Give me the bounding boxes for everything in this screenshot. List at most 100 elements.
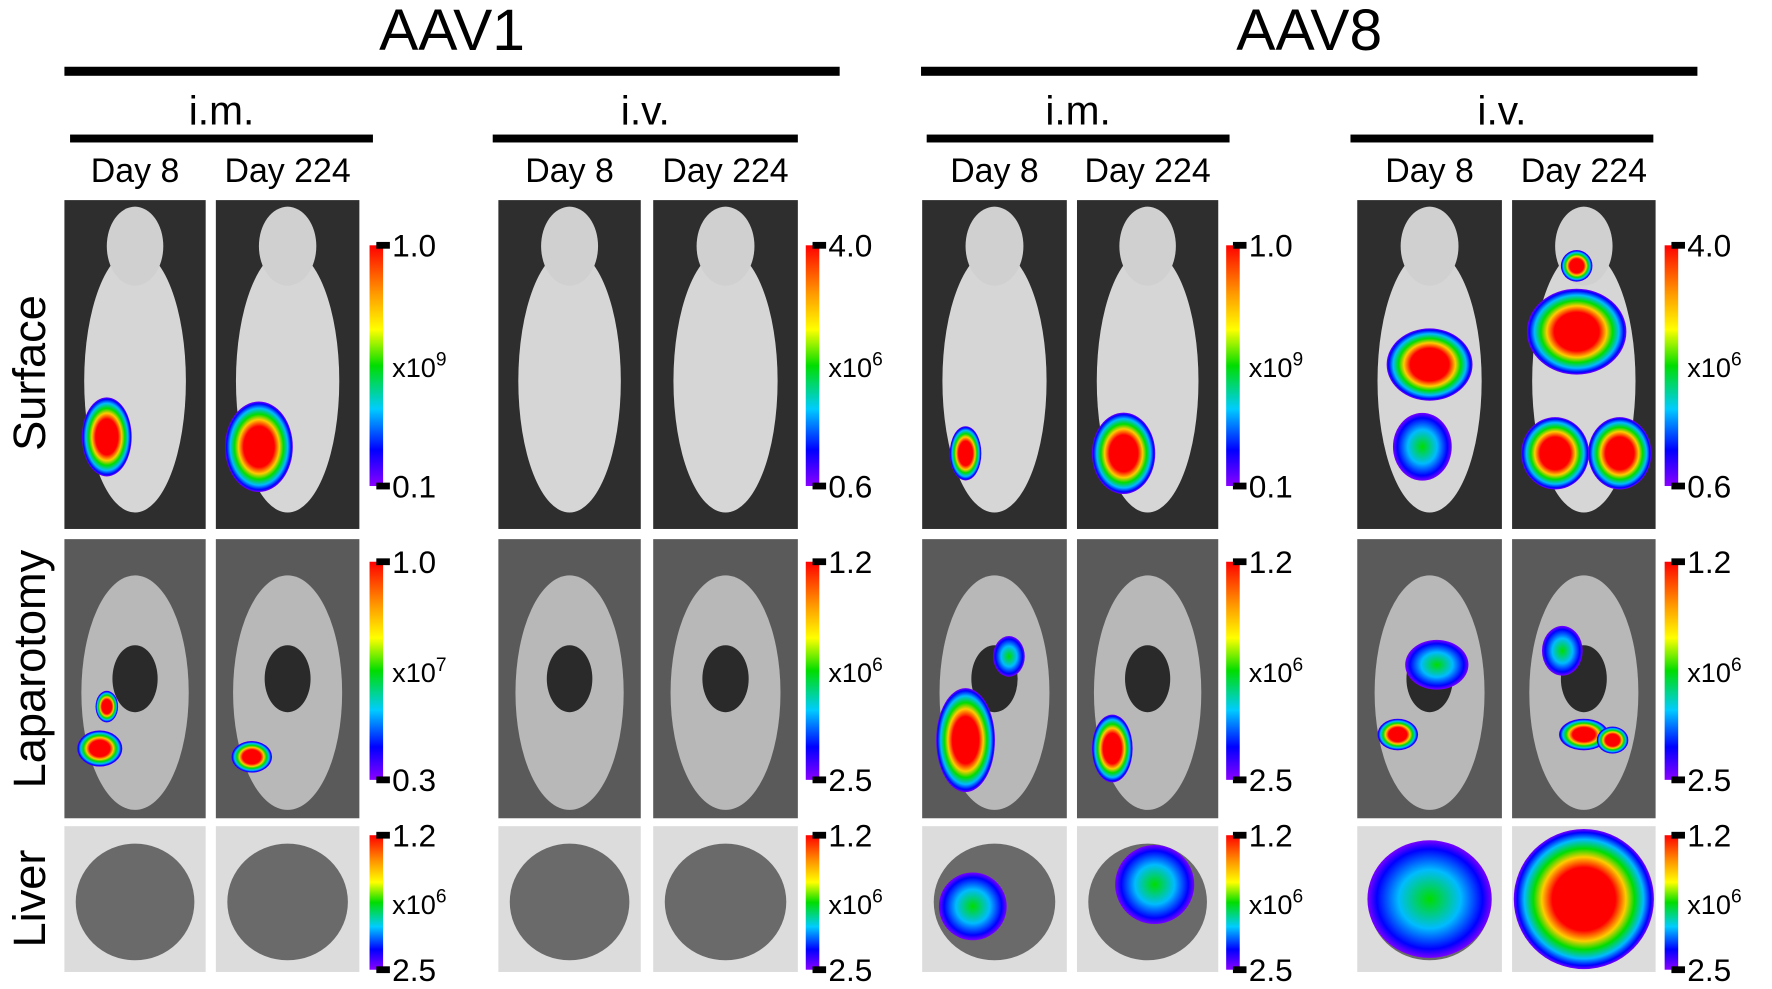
scale-max: 1.2 (828, 544, 872, 580)
colorbar-cap (376, 966, 390, 974)
mouse-head (106, 206, 164, 286)
day-label: Day 8 (1385, 152, 1474, 190)
scale-base: x10 (1687, 352, 1731, 383)
signal (936, 688, 995, 793)
scale-min: 0.3 (392, 762, 436, 798)
signal (1541, 625, 1583, 676)
colorbar (805, 561, 820, 780)
route-label: i.v. (1477, 87, 1526, 133)
route-bar (492, 134, 798, 143)
colorbar-cap (1232, 831, 1247, 839)
scale-exponent: 6 (436, 886, 447, 907)
scale-min: 0.1 (1249, 468, 1293, 504)
organ (546, 645, 593, 713)
colorbar (805, 245, 820, 487)
scale-multiplier: x109 (1249, 350, 1303, 383)
liver (664, 843, 787, 961)
scale-max: 1.2 (1249, 544, 1293, 580)
colorbar-cap (1671, 831, 1685, 839)
colorbar-cap (376, 482, 390, 490)
colorbar (1226, 245, 1240, 487)
signal (938, 872, 1007, 941)
scale-max: 1.0 (392, 228, 436, 264)
scale-base: x10 (1249, 352, 1293, 383)
signal (1367, 840, 1492, 958)
colorbar (1226, 835, 1240, 970)
group-bar (64, 66, 840, 76)
scale-base: x10 (1249, 889, 1293, 920)
signal (1386, 328, 1473, 401)
route-bar (1350, 134, 1654, 143)
colorbar-cap (1232, 776, 1247, 784)
signal (231, 741, 273, 773)
scale-exponent: 6 (1731, 655, 1742, 676)
signal (1377, 718, 1419, 751)
scale-exponent: 6 (872, 350, 883, 371)
signal (1405, 639, 1469, 690)
colorbar (805, 835, 820, 970)
scale-max: 1.2 (1687, 818, 1731, 854)
colorbar-cap (1232, 241, 1247, 249)
scale-multiplier: x106 (1249, 655, 1303, 688)
scale-base: x10 (392, 352, 436, 383)
colorbar-cap (1671, 966, 1685, 974)
organ (112, 645, 158, 713)
scale-base: x10 (1249, 657, 1293, 688)
signal (993, 636, 1025, 677)
scale-max: 4.0 (1687, 228, 1731, 264)
mouse-head (1119, 206, 1176, 286)
scale-min: 2.5 (1249, 762, 1293, 798)
signal (1392, 412, 1452, 481)
mouse-head (965, 206, 1024, 286)
liver (227, 843, 348, 961)
signal (225, 401, 293, 492)
scale-exponent: 6 (872, 886, 883, 907)
colorbar (1664, 561, 1679, 780)
scale-max: 4.0 (828, 228, 872, 264)
scale-exponent: 6 (872, 655, 883, 676)
scale-multiplier: x106 (828, 350, 882, 383)
scale-min: 2.5 (1687, 762, 1731, 798)
scale-min: 2.5 (828, 952, 872, 988)
scale-exponent: 7 (436, 655, 447, 676)
colorbar-cap (812, 482, 827, 490)
scale-exponent: 6 (1292, 886, 1303, 907)
signal (1513, 829, 1654, 970)
scale-exponent: 6 (1731, 886, 1742, 907)
colorbar-cap (376, 558, 390, 566)
signal (1558, 718, 1609, 751)
scale-min: 0.6 (1687, 468, 1731, 504)
group-title: AAV1 (379, 0, 525, 63)
day-label: Day 224 (224, 152, 350, 190)
colorbar (1664, 245, 1679, 487)
mouse-head (258, 206, 317, 286)
scale-max: 1.2 (1249, 818, 1293, 854)
colorbar-cap (1232, 966, 1247, 974)
scale-base: x10 (392, 657, 436, 688)
scale-exponent: 9 (1292, 350, 1303, 371)
liver (509, 843, 630, 961)
scale-multiplier: x106 (392, 886, 446, 919)
scale-multiplier: x106 (1687, 350, 1741, 383)
scale-base: x10 (1687, 889, 1731, 920)
colorbar-cap (812, 966, 827, 974)
signal (1115, 844, 1195, 925)
colorbar-cap (1232, 558, 1247, 566)
route-bar (926, 134, 1230, 143)
mouse-head (1400, 206, 1459, 286)
day-label: Day 224 (1521, 152, 1647, 190)
row-label: Surface (4, 295, 55, 451)
colorbar-cap (376, 831, 390, 839)
colorbar-cap (376, 241, 390, 249)
signal (1560, 250, 1593, 282)
scale-min: 2.5 (1687, 952, 1731, 988)
colorbar (369, 245, 384, 487)
scale-multiplier: x106 (828, 655, 882, 688)
day-label: Day 8 (950, 152, 1039, 190)
colorbar (369, 561, 384, 780)
scale-multiplier: x106 (1687, 886, 1741, 919)
mouse-head (696, 206, 755, 286)
day-label: Day 224 (1085, 152, 1211, 190)
colorbar-cap (1671, 482, 1685, 490)
colorbar-cap (812, 831, 827, 839)
